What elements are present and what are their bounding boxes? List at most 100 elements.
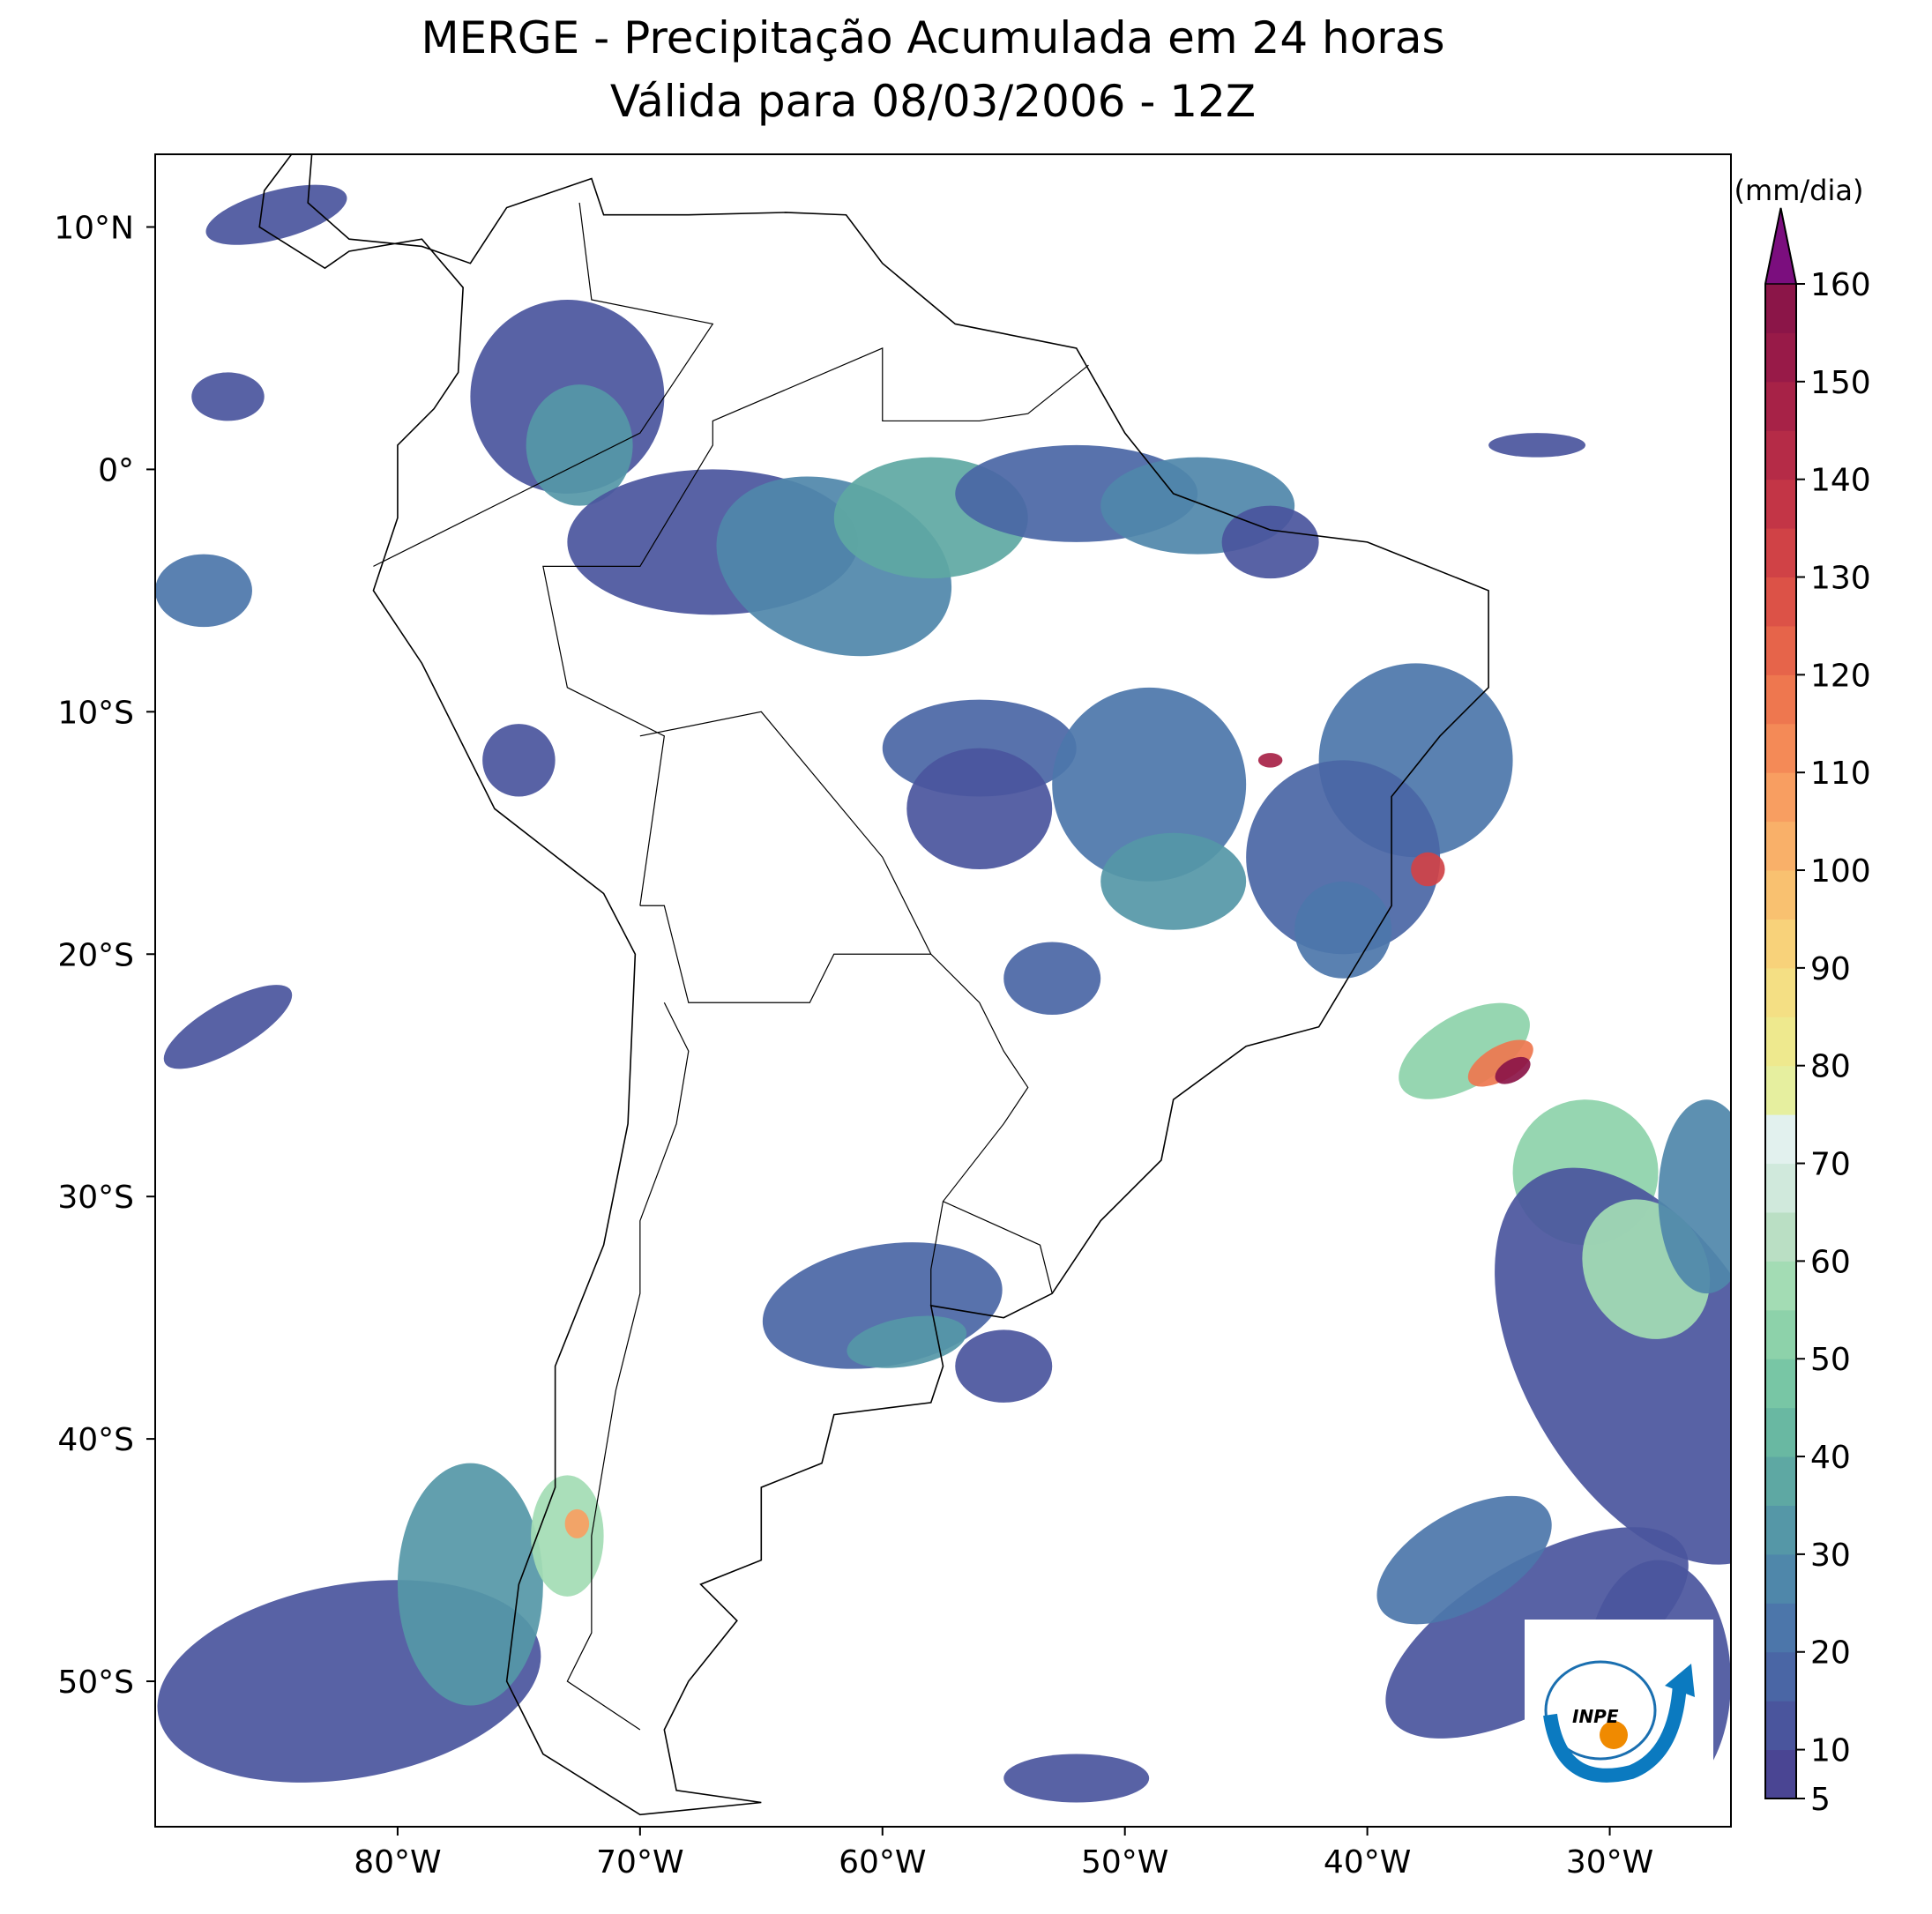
country-border xyxy=(930,1200,1053,1306)
chart-title: MERGE - Precipitação Acumulada em 24 hor… xyxy=(421,12,1444,63)
y-tick-label: 50°S xyxy=(57,1665,134,1701)
colorbar-tick-label: 50 xyxy=(1810,1342,1851,1378)
precip-area xyxy=(1411,852,1445,887)
country-border xyxy=(566,1002,690,1731)
precip-area xyxy=(191,372,265,421)
precip-area xyxy=(1221,505,1319,579)
colorbar-segment xyxy=(1765,1505,1796,1555)
x-tick-label: 80°W xyxy=(354,1844,441,1880)
precip-area xyxy=(906,748,1053,870)
colorbar-segment xyxy=(1765,1701,1796,1751)
colorbar-segment xyxy=(1765,1163,1796,1213)
colorbar-segment xyxy=(1765,821,1796,871)
colorbar-segment xyxy=(1765,430,1796,480)
colorbar-label: (mm/dia) xyxy=(1734,174,1864,207)
colorbar-segment xyxy=(1765,1456,1796,1506)
colorbar-tick-label: 20 xyxy=(1810,1635,1851,1672)
precip-area xyxy=(1003,1754,1150,1803)
colorbar-segment xyxy=(1765,381,1796,431)
colorbar-segment xyxy=(1765,625,1796,675)
colorbar-tick-label: 80 xyxy=(1810,1049,1851,1085)
colorbar-segment xyxy=(1765,1017,1796,1067)
colorbar-segment xyxy=(1765,1749,1796,1799)
colorbar-tick-label: 90 xyxy=(1810,951,1851,987)
map-frame xyxy=(154,153,1732,1828)
colorbar-segment xyxy=(1765,479,1796,529)
precip-area xyxy=(482,724,556,797)
country-border xyxy=(542,347,1089,906)
precip-area xyxy=(1488,433,1586,458)
logo-text: INPE xyxy=(1572,1706,1619,1727)
colorbar-segment xyxy=(1765,577,1796,627)
colorbar-segment xyxy=(1765,284,1796,333)
precip-area xyxy=(1376,1495,1552,1625)
y-tick-label: 10°S xyxy=(57,695,134,731)
y-tick-label: 0° xyxy=(98,452,134,488)
colorbar-tick-label: 120 xyxy=(1810,658,1871,694)
x-tick-label: 50°W xyxy=(1081,1844,1168,1880)
y-tick-label: 40°S xyxy=(57,1422,134,1458)
colorbar-segment xyxy=(1765,528,1796,578)
country-border xyxy=(639,905,931,1003)
colorbar-segment xyxy=(1765,1261,1796,1311)
y-tick-label: 10°N xyxy=(54,210,134,246)
colorbar-tick-label: 60 xyxy=(1810,1244,1851,1280)
colorbar-tick-label: 130 xyxy=(1810,561,1871,597)
precip-area xyxy=(1495,1056,1531,1084)
colorbar-segment xyxy=(1765,1651,1796,1702)
precip-area xyxy=(163,985,293,1069)
colorbar-segment xyxy=(1765,1065,1796,1115)
colorbar-segment xyxy=(1765,870,1796,920)
colorbar-tick-label: 150 xyxy=(1810,365,1871,401)
logo-sun xyxy=(1600,1721,1628,1749)
precip-area xyxy=(1658,1099,1731,1294)
colorbar-tick-label: 160 xyxy=(1810,267,1871,303)
logo-arrow xyxy=(1665,1664,1695,1697)
x-tick-label: 70°W xyxy=(596,1844,683,1880)
precip-area xyxy=(847,1315,967,1368)
colorbar-segment xyxy=(1765,674,1796,725)
map-layer xyxy=(155,154,1731,1816)
colorbar-segment xyxy=(1765,723,1796,773)
colorbar-tick-label: 5 xyxy=(1810,1782,1831,1818)
colorbar-segment xyxy=(1765,1407,1796,1457)
precip-area xyxy=(1294,881,1392,979)
colorbar-tick-label: 10 xyxy=(1810,1733,1851,1769)
colorbar-segment xyxy=(1765,1603,1796,1653)
colorbar-tick-label: 70 xyxy=(1810,1147,1851,1183)
x-tick-label: 60°W xyxy=(839,1844,926,1880)
colorbar-outline xyxy=(1764,207,1797,1799)
chart-subtitle: Válida para 08/03/2006 - 12Z xyxy=(610,76,1256,127)
logo-swoosh xyxy=(1543,1683,1687,1783)
precip-area xyxy=(564,1508,590,1538)
colorbar-segment xyxy=(1765,1309,1796,1359)
precip-area xyxy=(205,184,347,245)
precip-area xyxy=(155,554,252,628)
precip-area xyxy=(397,1463,543,1706)
colorbar-segment xyxy=(1765,1359,1796,1409)
precip-area xyxy=(1100,832,1247,930)
colorbar-segment xyxy=(1765,332,1796,383)
colorbar-segment xyxy=(1765,1553,1796,1604)
precip-area xyxy=(526,384,633,506)
logo-orbit xyxy=(1544,1660,1657,1761)
country-border xyxy=(639,711,1029,1203)
precip-area xyxy=(1052,687,1247,882)
colorbar-tick-label: 110 xyxy=(1810,756,1871,792)
colorbar-segment xyxy=(1765,919,1796,969)
colorbar-segment xyxy=(1765,772,1796,823)
precip-area xyxy=(531,1475,604,1597)
precip-area xyxy=(1399,1002,1530,1099)
coastline xyxy=(258,154,1489,1816)
colorbar-tick-label: 40 xyxy=(1810,1440,1851,1476)
y-tick-label: 30°S xyxy=(57,1180,134,1216)
x-tick-label: 40°W xyxy=(1324,1844,1411,1880)
logo: INPE xyxy=(1525,1620,1713,1805)
precip-area xyxy=(1003,942,1101,1015)
country-border xyxy=(373,202,714,567)
colorbar-segment xyxy=(1765,1114,1796,1165)
colorbar-extend xyxy=(1764,207,1797,285)
colorbar-segment xyxy=(1765,1211,1796,1262)
x-tick-label: 30°W xyxy=(1566,1844,1653,1880)
